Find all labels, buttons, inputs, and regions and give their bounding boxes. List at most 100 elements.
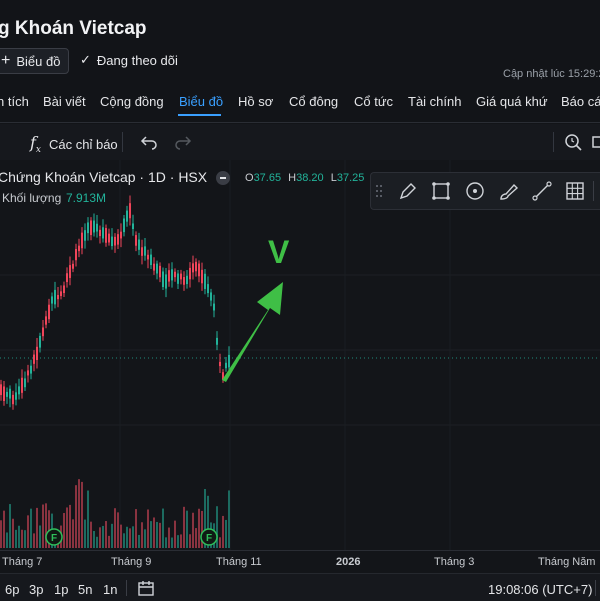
x-tick-label: Tháng 3 [434,556,475,568]
candle-body [114,236,116,246]
volume-bar [189,534,191,548]
candle-body [195,261,197,272]
candle-body [63,285,65,294]
camera-icon[interactable] [592,133,600,151]
volume-bar [3,510,5,548]
candle-body [207,284,209,294]
candle-body [165,274,167,289]
follow-button[interactable]: ✓ Đang theo dõi [80,48,178,72]
tab-7[interactable]: Tài chính [408,94,462,109]
candle-body [135,235,137,246]
event-marker-f-2[interactable]: F [200,528,218,546]
indicators-button[interactable]: fx Các chỉ báo [30,133,118,155]
candle-body [84,230,86,241]
candle-body [222,372,224,380]
volume-bar [24,530,26,548]
candle-body [0,384,2,396]
candle-body [6,391,8,397]
chart-grid [0,160,600,550]
volume-bar [120,524,122,548]
range-3p[interactable]: 3p [29,582,44,597]
range-1n[interactable]: 1n [103,582,118,597]
candle-body [192,263,194,273]
volume-bar [144,529,146,548]
volume-bar [75,485,77,548]
volume-bar [171,537,173,548]
x-tick-label: Tháng 9 [111,556,152,568]
volume-bar [147,509,149,548]
tab-5[interactable]: Cổ đông [289,94,339,109]
tab-6[interactable]: Cổ tức [354,94,394,109]
volume-bar [27,515,29,548]
volume-bar [225,519,227,548]
calendar-icon[interactable] [137,579,155,597]
candle-body [177,273,179,284]
tab-1[interactable]: Bài viết [43,94,86,109]
candle-body [33,354,35,364]
x-tick-label: Tháng 11 [216,556,262,568]
candle-body [102,227,104,239]
magnifier-icon[interactable] [563,132,583,152]
volume-bar [177,535,179,548]
tab-8[interactable]: Giá quá khứ [476,94,548,109]
volume-bar [45,503,47,548]
grid-tool-icon[interactable] [564,180,586,202]
brush-icon[interactable] [498,180,520,202]
undo-icon[interactable] [140,133,158,151]
volume-bar [141,522,143,548]
volume-bar [132,526,134,548]
candle-body [96,223,98,232]
candle-body [90,220,92,236]
candle-body [30,365,32,374]
volume-bar [150,521,152,548]
volume-bar [216,506,218,548]
tab-3[interactable]: Biểu đồ [179,94,224,109]
candle-body [36,346,38,361]
rectangle-icon[interactable] [430,180,452,202]
volume-bar [30,508,32,548]
range-6p[interactable]: 6p [5,582,20,597]
candle-body [156,263,158,274]
volume-bar [63,513,65,548]
chart-button-label: Biểu đồ [16,53,61,69]
candle-body [117,234,119,245]
volume-bar [93,530,95,548]
volume-bar [228,490,230,548]
volume-bar [12,518,14,548]
volume-bar [153,517,155,548]
range-divider [126,580,127,596]
up-arrow-annotation[interactable] [222,282,283,382]
range-5n[interactable]: 5n [78,582,93,597]
plus-icon: + [1,52,11,69]
volume-value: 7.913M [66,191,107,205]
volume-bar [114,508,116,548]
volume-bar [162,508,164,548]
chart-button[interactable]: + Biểu đồ [0,48,70,74]
price-chart[interactable]: F F [0,160,600,550]
ohlc-readout: O37.65 H38.20 L37.25 [245,172,365,184]
tab-9[interactable]: Báo cá [561,94,600,109]
volume-bar [66,507,68,548]
drag-handle-icon[interactable] [375,183,383,199]
pen-icon[interactable] [397,180,419,202]
candle-body [159,265,161,278]
tab-0[interactable]: n tích [0,94,29,109]
volume-bar [21,529,23,548]
candle-body [12,394,14,405]
time-axis[interactable]: Tháng 7 Tháng 9 Tháng 11 2026 Tháng 3 Th… [0,550,600,573]
event-marker-f-1[interactable]: F [45,528,63,546]
volume-bar [42,504,44,548]
collapse-legend-icon[interactable] [216,171,230,185]
volume-bar [15,529,17,548]
range-1p[interactable]: 1p [54,582,69,597]
volume-bar [180,534,182,548]
candle-body [78,245,80,252]
candle-body [228,354,230,368]
volume-bar [0,520,2,548]
circle-tool-icon[interactable] [464,180,486,202]
trendline-icon[interactable] [531,180,553,202]
low-value: 37.25 [336,172,365,184]
redo-icon[interactable] [174,133,192,151]
tab-4[interactable]: Hồ sơ [238,94,274,109]
tab-2[interactable]: Cộng đồng [100,94,164,109]
